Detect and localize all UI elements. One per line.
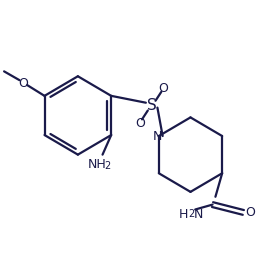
Text: NH: NH — [87, 158, 106, 171]
Text: O: O — [135, 117, 145, 130]
Text: N: N — [153, 130, 163, 142]
Text: N: N — [194, 208, 203, 221]
Text: O: O — [245, 206, 255, 219]
Text: O: O — [158, 81, 168, 95]
Text: O: O — [18, 77, 28, 90]
Text: 2: 2 — [188, 209, 195, 219]
Text: H: H — [179, 208, 188, 221]
Text: 2: 2 — [104, 161, 110, 172]
Text: S: S — [147, 98, 157, 113]
